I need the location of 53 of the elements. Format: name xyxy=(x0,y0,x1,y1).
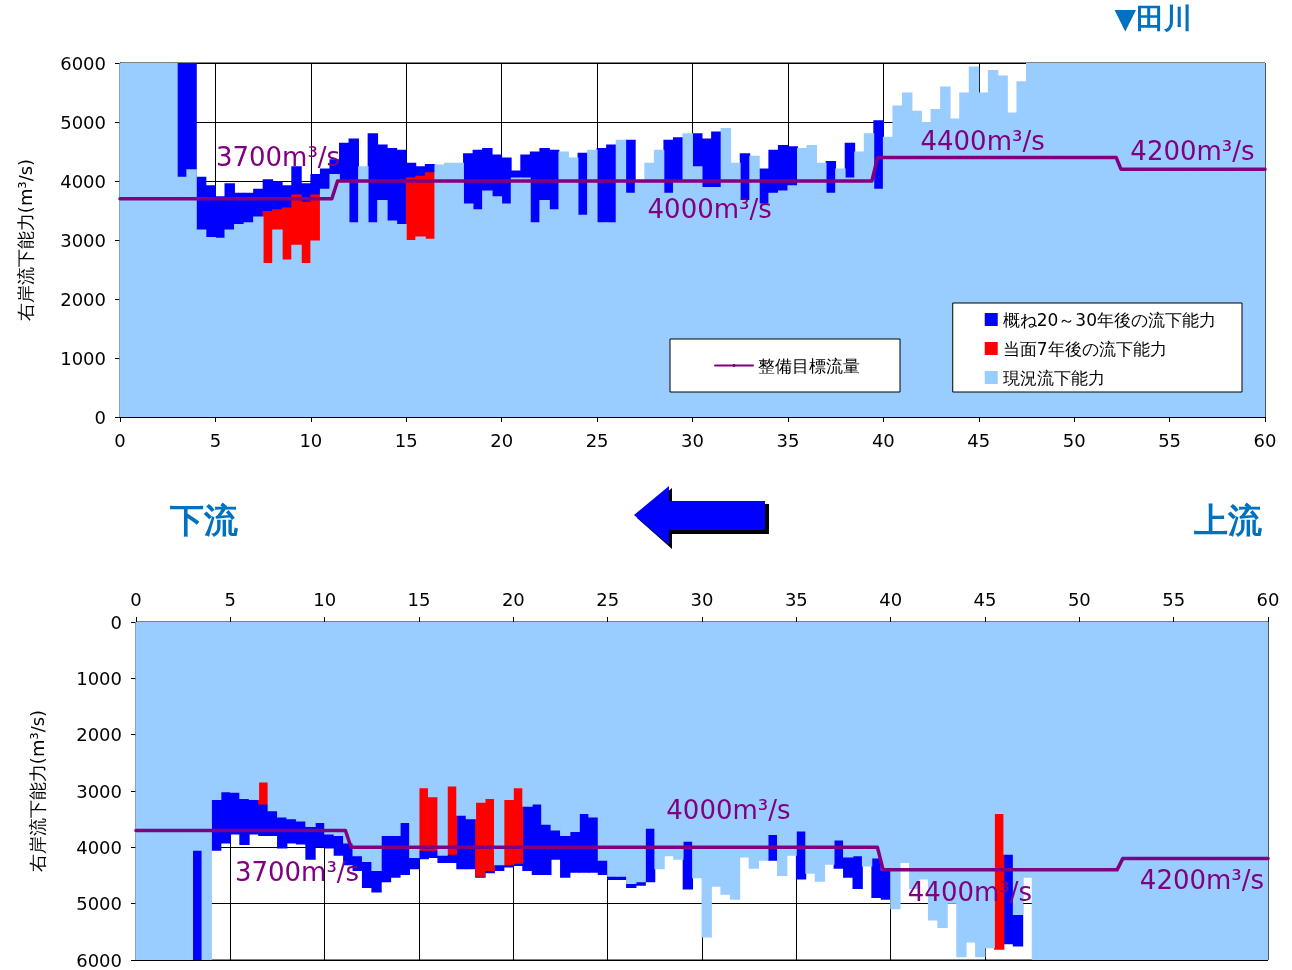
annotation: 4200m³/s xyxy=(1130,135,1255,166)
y-tick-label: 1000 xyxy=(76,667,122,689)
y-tick-label: 3000 xyxy=(76,780,122,802)
y-tick-label: 6000 xyxy=(76,949,122,970)
text: 下流 xyxy=(170,499,238,542)
y-tick-label: 3000 xyxy=(60,229,106,251)
x-tick-label: 45 xyxy=(973,588,997,610)
y-axis-title: 右岸流下能力(m³/s) xyxy=(14,158,36,322)
y-tick-label: 0 xyxy=(94,406,106,428)
x-tick-label: 40 xyxy=(879,588,903,610)
x-tick-label: 60 xyxy=(1253,429,1277,451)
x-tick-label: 5 xyxy=(224,588,237,610)
legend-label: 整備目標流量 xyxy=(758,355,860,376)
annotation: 4400m³/s xyxy=(920,125,1045,156)
x-tick-label: 60 xyxy=(1256,588,1280,610)
y-tick-label: 0 xyxy=(110,611,122,633)
x-tick-label: 10 xyxy=(313,588,337,610)
annotation: 4000m³/s xyxy=(647,193,772,224)
x-tick-label: 50 xyxy=(1062,429,1086,451)
y-tick-label: 5000 xyxy=(76,893,122,915)
x-tick-label: 15 xyxy=(394,429,418,451)
y-tick-label: 1000 xyxy=(60,347,106,369)
x-tick-label: 40 xyxy=(871,429,895,451)
x-tick-label: 25 xyxy=(585,429,609,451)
legend-label: 現況流下能力 xyxy=(1002,367,1105,388)
x-tick-label: 5 xyxy=(209,429,222,451)
annotation: 4200m³/s xyxy=(1139,865,1265,896)
x-tick-label: 0 xyxy=(130,588,142,610)
x-tick-label: 20 xyxy=(490,429,514,451)
text: ▼田川 xyxy=(1114,1,1193,35)
y-tick-label: 4000 xyxy=(76,836,122,858)
y-tick-label: 5000 xyxy=(60,111,106,133)
x-tick-label: 45 xyxy=(967,429,991,451)
x-tick-label: 30 xyxy=(681,429,704,451)
text: 上流 xyxy=(1194,499,1262,542)
y-tick-label: 2000 xyxy=(60,288,106,310)
x-tick-label: 15 xyxy=(407,588,431,610)
y-tick-label: 2000 xyxy=(76,724,122,746)
y-tick-label: 6000 xyxy=(60,52,106,74)
x-tick-label: 55 xyxy=(1158,429,1182,451)
x-tick-label: 10 xyxy=(299,429,323,451)
x-tick-label: 20 xyxy=(501,588,525,610)
y-tick-label: 4000 xyxy=(60,170,106,192)
x-tick-label: 55 xyxy=(1162,588,1186,610)
y-axis-title: 右岸流下能力(m³/s) xyxy=(26,709,48,873)
legend-label: 当面7年後の流下能力 xyxy=(1002,338,1167,359)
annotation: 4000m³/s xyxy=(666,795,791,826)
x-tick-label: 25 xyxy=(596,588,620,610)
legend-label: 概ね20～30年後の流下能力 xyxy=(1002,309,1216,330)
x-tick-label: 35 xyxy=(776,429,800,451)
x-tick-label: 35 xyxy=(784,588,808,610)
x-tick-label: 50 xyxy=(1067,588,1091,610)
x-tick-label: 30 xyxy=(690,588,714,610)
